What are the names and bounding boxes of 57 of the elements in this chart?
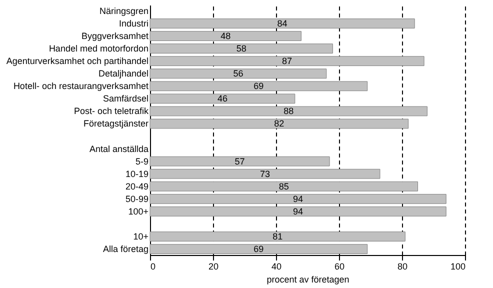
data-label: 56 <box>233 68 244 79</box>
y-tick-label: 20-49 <box>125 181 148 192</box>
bar <box>150 194 446 204</box>
x-tick-label: 0 <box>150 262 156 272</box>
y-tick-label: Näringsgren <box>99 6 148 16</box>
y-tick-label: Samfärdsel <box>102 94 148 104</box>
bar <box>150 56 424 66</box>
x-tick-label: 20 <box>208 262 219 272</box>
data-label: 69 <box>254 244 264 254</box>
data-label: 48 <box>220 31 231 42</box>
bar <box>150 68 327 79</box>
x-tick-label: 80 <box>397 262 408 272</box>
x-tick-label: 40 <box>271 262 282 272</box>
x-tick-label: 100 <box>450 262 466 272</box>
data-label: 82 <box>274 118 284 129</box>
y-tick-label: 10-19 <box>125 168 148 179</box>
data-label: 46 <box>217 94 228 104</box>
bar <box>150 31 302 41</box>
bar <box>150 106 428 116</box>
x-tick-label: 60 <box>334 262 345 272</box>
bar <box>150 81 368 92</box>
data-label: 73 <box>260 168 270 179</box>
data-label: 94 <box>293 194 304 204</box>
bar <box>150 244 368 254</box>
y-tick-label: Alla företag <box>102 244 148 254</box>
bar <box>150 118 409 129</box>
bar <box>150 181 418 192</box>
data-label: 84 <box>277 18 288 28</box>
y-tick-label: Byggverksamhet <box>81 31 149 42</box>
y-tick-label: 100+ <box>128 206 148 216</box>
y-tick-label: 50-99 <box>125 194 148 204</box>
bar <box>150 168 380 179</box>
data-label: 88 <box>284 106 294 116</box>
data-label: 87 <box>282 56 292 66</box>
y-tick-label: Industri <box>118 18 148 28</box>
y-tick-label: Post- och teletrafik <box>74 106 149 116</box>
y-tick-label: Detaljhandel <box>98 68 148 79</box>
bar <box>150 44 333 54</box>
bar <box>150 232 406 242</box>
data-label: 85 <box>278 181 289 192</box>
bar <box>150 206 446 216</box>
bar <box>150 18 415 28</box>
data-label: 94 <box>293 206 304 216</box>
data-label: 69 <box>254 81 264 92</box>
data-label: 81 <box>272 232 283 242</box>
data-label: 58 <box>236 44 246 54</box>
y-tick-label: 5-9 <box>135 156 148 166</box>
y-tick-label: Företagstjänster <box>83 118 148 129</box>
y-tick-label: Antal anställda <box>89 144 148 154</box>
y-tick-label: 10+ <box>133 232 148 242</box>
bar <box>150 94 296 104</box>
bar <box>150 156 330 166</box>
x-axis-title: procent av företagen <box>266 274 350 284</box>
y-tick-label: Agenturverksamhet och partihandel <box>6 56 148 66</box>
y-tick-label: Handel med motorfordon <box>48 44 148 54</box>
y-tick-label: Hotell- och restaurangverksamhet <box>13 81 149 92</box>
data-label: 57 <box>234 156 245 166</box>
